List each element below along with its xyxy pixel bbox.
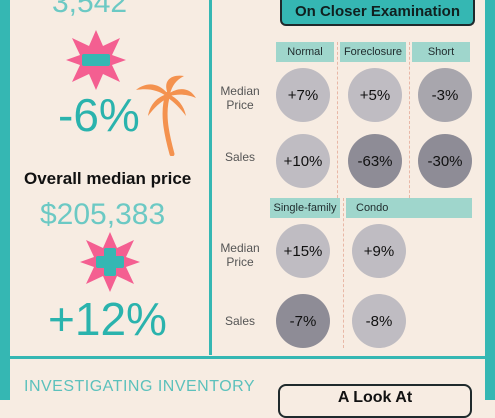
value-circle: +15% <box>276 224 330 278</box>
row-label-sales: Sales <box>224 150 256 164</box>
row-label-median-price: Median Price <box>220 241 260 269</box>
col-head-condo: Condo <box>346 198 472 218</box>
horizontal-divider <box>10 356 485 359</box>
value-circle: -8% <box>352 294 406 348</box>
value-circle: -7% <box>276 294 330 348</box>
col-head-foreclosure: Foreclosure <box>340 42 406 62</box>
minus-star-icon <box>66 30 126 90</box>
col-head-single-family: Single-family <box>270 198 340 218</box>
row-label-median-price: Median Price <box>220 84 260 112</box>
column-separator <box>409 42 410 198</box>
value-circle: +9% <box>352 224 406 278</box>
section-title: On Closer Examination <box>280 0 475 26</box>
col-head-normal: Normal <box>276 42 334 62</box>
look-at-title: A Look At <box>278 384 472 418</box>
column-separator <box>337 42 338 198</box>
value-circle: -3% <box>418 68 472 122</box>
inventory-title: INVESTIGATING INVENTORY <box>24 378 256 395</box>
left-border <box>0 0 10 400</box>
right-border <box>485 0 495 400</box>
value-circle: -63% <box>348 134 402 188</box>
value-circle: +5% <box>348 68 402 122</box>
column-separator <box>343 198 344 348</box>
palm-tree-icon <box>136 75 196 156</box>
value-circle: +7% <box>276 68 330 122</box>
median-value: $205,383 <box>40 198 166 231</box>
plus-star-icon <box>80 232 140 292</box>
top-change: -6% <box>58 89 140 141</box>
median-heading: Overall median price <box>24 169 192 188</box>
value-circle: -30% <box>418 134 472 188</box>
col-head-short: Short <box>412 42 470 62</box>
top-value: 3,542 <box>52 0 128 19</box>
median-change: +12% <box>48 293 167 345</box>
value-circle: +10% <box>276 134 330 188</box>
vertical-divider <box>209 0 212 355</box>
row-label-sales: Sales <box>224 314 256 328</box>
